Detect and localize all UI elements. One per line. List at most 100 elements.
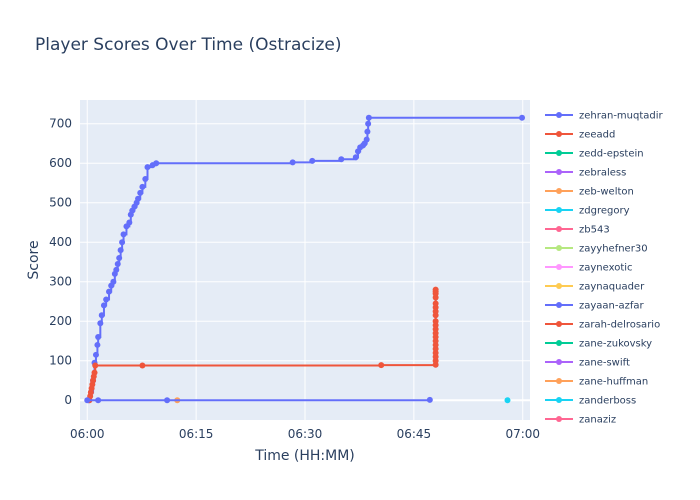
legend-marker (556, 226, 562, 232)
data-point (97, 320, 104, 327)
series-group (84, 114, 526, 404)
y-tick-label: 100 (49, 354, 72, 368)
legend-label: zedd-epstein (579, 149, 644, 160)
legend-marker (556, 169, 562, 175)
legend-marker (556, 245, 562, 251)
legend-label: zanaziz (579, 415, 616, 426)
y-tick-label: 500 (49, 196, 72, 210)
legend-marker (556, 340, 562, 346)
data-point (135, 195, 142, 202)
legend-marker (556, 264, 562, 270)
x-tick-label: 06:00 (70, 427, 105, 441)
legend-item[interactable]: zanaziz (545, 415, 616, 426)
data-point (519, 114, 526, 121)
y-tick-label: 400 (49, 235, 72, 249)
x-tick-label: 06:15 (179, 427, 214, 441)
data-point (309, 157, 316, 164)
data-point (144, 164, 151, 171)
data-point (117, 247, 124, 254)
tick-labels: 0 100 200 300 400 500 600 700 06:00 06:15 06:30 06:… (49, 117, 540, 441)
legend-label: zane-zukovsky (579, 339, 652, 350)
data-point (120, 231, 127, 238)
data-point (139, 183, 146, 190)
data-point (142, 176, 149, 183)
data-point (126, 219, 133, 226)
data-point (426, 396, 433, 403)
data-point (432, 318, 439, 325)
x-tick-label: 06:30 (288, 427, 323, 441)
legend-item[interactable]: zaynexotic (545, 263, 633, 274)
legend-item[interactable]: zanderboss (545, 396, 636, 407)
y-tick-label: 0 (64, 393, 72, 407)
legend-label: zayaan-azfar (579, 301, 645, 312)
series-zdgregory (504, 397, 511, 404)
legend-marker (556, 397, 562, 403)
series-zeeadd (86, 286, 439, 404)
data-point (119, 239, 126, 246)
x-tick-label: 07:00 (505, 427, 540, 441)
legend-marker (556, 321, 562, 327)
legend-label: zeb-welton (579, 187, 634, 198)
data-point (116, 255, 123, 262)
y-tick-label: 700 (49, 117, 72, 131)
legend-marker (556, 283, 562, 289)
legend-item[interactable]: zane-zukovsky (545, 339, 652, 350)
data-point (113, 266, 120, 273)
data-point (139, 362, 146, 369)
data-point (95, 334, 102, 341)
series-zayaan-azfar (84, 396, 433, 404)
data-point (137, 189, 144, 196)
legend-item[interactable]: zedd-epstein (545, 149, 644, 160)
data-point (92, 351, 99, 358)
data-point (363, 136, 370, 143)
legend-item[interactable]: zebraless (545, 168, 626, 179)
chart-title: Player Scores Over Time (Ostracize) (35, 35, 342, 55)
legend-label: zayyhefner30 (579, 244, 648, 255)
data-point (114, 260, 121, 267)
legend-item[interactable]: zane-huffman (545, 377, 648, 388)
x-axis-title: Time (HH:MM) (254, 448, 355, 464)
y-tick-label: 200 (49, 314, 72, 328)
data-point (95, 397, 102, 404)
legend-item[interactable]: zaynaquader (545, 282, 645, 293)
data-point (153, 160, 160, 167)
data-point (365, 120, 372, 127)
legend-marker (556, 302, 562, 308)
data-point (352, 154, 359, 161)
legend-item[interactable]: zehran-muqtadir (545, 111, 664, 122)
data-point (432, 286, 439, 293)
legend-marker (556, 188, 562, 194)
legend-item[interactable]: zb543 (545, 225, 610, 236)
legend-label: zane-huffman (579, 377, 648, 388)
legend-item[interactable]: zane-swift (545, 358, 630, 369)
data-point (289, 159, 296, 166)
legend-item[interactable]: zayaan-azfar (545, 301, 645, 312)
legend-marker (556, 359, 562, 365)
data-point (365, 114, 372, 121)
data-point (364, 128, 371, 135)
data-point (98, 312, 105, 319)
legend-item[interactable]: zarah-delrosario (545, 320, 660, 331)
y-axis-title: Score (26, 240, 42, 279)
x-tick-label: 06:45 (397, 427, 432, 441)
legend-label: zane-swift (579, 358, 630, 369)
data-point (103, 296, 110, 303)
data-point (338, 156, 345, 163)
data-point (432, 300, 439, 307)
legend-item[interactable]: zeeadd (545, 130, 615, 141)
data-point (504, 397, 511, 404)
legend-item[interactable]: zeb-welton (545, 187, 634, 198)
data-point (92, 362, 99, 369)
legend-item[interactable]: zdgregory (545, 206, 630, 217)
legend-clip (540, 423, 700, 500)
data-point (106, 288, 113, 295)
legend-label: zebraless (579, 168, 626, 179)
legend-label: zehran-muqtadir (579, 111, 664, 122)
legend: zehran-muqtadir zeeadd zedd-epstein zebrale… (540, 100, 700, 500)
legend-label: zarah-delrosario (579, 320, 660, 331)
legend-label: zb543 (579, 225, 610, 236)
legend-label: zaynaquader (579, 282, 645, 293)
legend-item[interactable]: zayyhefner30 (545, 244, 648, 255)
y-tick-label: 600 (49, 156, 72, 170)
